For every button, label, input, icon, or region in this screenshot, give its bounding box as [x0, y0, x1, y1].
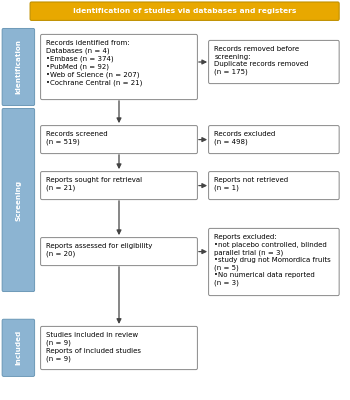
Text: Records screened
(n = 519): Records screened (n = 519)	[46, 131, 108, 145]
FancyBboxPatch shape	[41, 34, 197, 100]
Text: Records removed before
screening:
Duplicate records removed
(n = 175): Records removed before screening: Duplic…	[214, 46, 309, 75]
Text: Reports excluded:
•not placebo controlled, blinded
parallel trial (n = 3)
•study: Reports excluded: •not placebo controlle…	[214, 234, 331, 286]
Text: Records excluded
(n = 498): Records excluded (n = 498)	[214, 131, 275, 145]
Text: Reports assessed for eligibility
(n = 20): Reports assessed for eligibility (n = 20…	[46, 243, 153, 257]
FancyBboxPatch shape	[30, 2, 339, 20]
FancyBboxPatch shape	[41, 326, 197, 370]
Text: Identification: Identification	[15, 40, 22, 94]
Text: Studies included in review
(n = 9)
Reports of included studies
(n = 9): Studies included in review (n = 9) Repor…	[46, 332, 141, 362]
FancyBboxPatch shape	[41, 238, 197, 266]
FancyBboxPatch shape	[209, 40, 339, 84]
Text: Records identified from:
Databases (n = 4)
•Embase (n = 374)
•PubMed (n = 92)
•W: Records identified from: Databases (n = …	[46, 40, 142, 86]
FancyBboxPatch shape	[2, 108, 35, 292]
FancyBboxPatch shape	[209, 228, 339, 296]
FancyBboxPatch shape	[209, 126, 339, 154]
Text: Identification of studies via databases and registers: Identification of studies via databases …	[73, 8, 296, 14]
FancyBboxPatch shape	[41, 172, 197, 200]
FancyBboxPatch shape	[209, 172, 339, 200]
Text: Screening: Screening	[15, 180, 22, 220]
Text: Reports sought for retrieval
(n = 21): Reports sought for retrieval (n = 21)	[46, 177, 142, 191]
FancyBboxPatch shape	[2, 28, 35, 106]
FancyBboxPatch shape	[41, 126, 197, 154]
FancyBboxPatch shape	[2, 319, 35, 376]
Text: Included: Included	[15, 330, 22, 366]
Text: Reports not retrieved
(n = 1): Reports not retrieved (n = 1)	[214, 177, 288, 191]
